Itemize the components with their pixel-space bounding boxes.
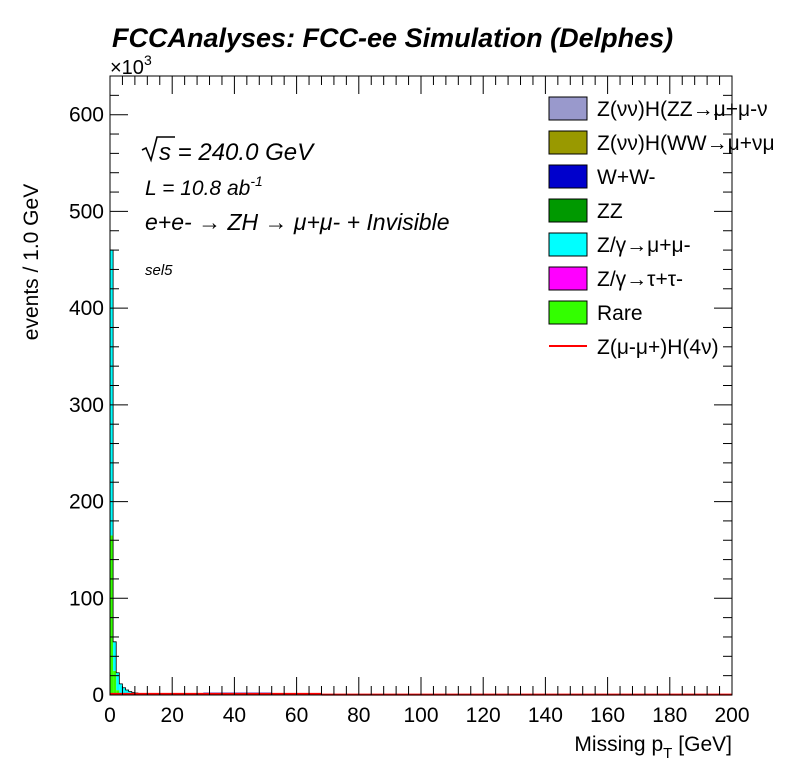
x-tick-label: 20 bbox=[161, 704, 184, 727]
x-tick-label: 160 bbox=[590, 704, 625, 727]
legend-entry: Z(νν)H(ZZ→μ+μ-ν bbox=[548, 96, 768, 121]
x-tick-label: 120 bbox=[466, 704, 501, 727]
y-tick-label: 500 bbox=[69, 200, 104, 223]
legend-entry: Z/γ→μ+μ- bbox=[548, 232, 691, 257]
chart-title: FCCAnalyses: FCC-ee Simulation (Delphes) bbox=[112, 23, 673, 53]
legend-swatch bbox=[548, 130, 588, 155]
luminosity-annotation: L = 10.8 ab-1 bbox=[145, 173, 263, 200]
legend-label: Z/γ→μ+μ- bbox=[597, 234, 691, 257]
legend-entry: Z(μ-μ+)H(4ν) bbox=[549, 336, 719, 359]
tick-labels: 0 20 40 60 80 100 120 140 160 180 200 0 100 200 300 400… bbox=[69, 104, 750, 727]
axes bbox=[109, 75, 733, 696]
legend-label: Z(νν)H(ZZ→μ+μ-ν bbox=[597, 98, 768, 121]
legend-swatch bbox=[548, 232, 588, 257]
legend-entry: Z/γ→τ+τ- bbox=[548, 266, 683, 291]
legend-label: Rare bbox=[597, 302, 643, 325]
sqrt-s-annotation: s = 240.0 GeV bbox=[141, 136, 315, 166]
legend-label: ZZ bbox=[597, 200, 623, 223]
annotation-block: s = 240.0 GeV L = 10.8 ab-1 e+e- → ZH → … bbox=[141, 136, 450, 279]
x-tick-label: 0 bbox=[104, 704, 116, 727]
bar-Rare bbox=[116, 690, 120, 695]
x-tick-label: 180 bbox=[652, 704, 687, 727]
sqrt-symbol bbox=[141, 136, 175, 163]
bar-Z/γ→μ+μ- bbox=[119, 683, 123, 694]
x-axis-label: Missing pT [GeV] bbox=[574, 733, 732, 762]
process-annotation: e+e- → ZH → μ+μ- + Invisible bbox=[145, 209, 450, 235]
legend-label: Z/γ→τ+τ- bbox=[597, 268, 683, 291]
y-axis-label: events / 1.0 GeV bbox=[20, 184, 43, 340]
y-tick-label: 0 bbox=[92, 684, 104, 707]
legend-entry: W+W- bbox=[548, 164, 656, 189]
legend: Z(νν)H(ZZ→μ+μ-ν Z(νν)H(WW→μ+νμ W+W- ZZ Z/γ→μ… bbox=[548, 96, 775, 359]
bar-Z/γ→μ+μ- bbox=[122, 687, 126, 695]
bar-Rare bbox=[110, 535, 114, 695]
svg-text:s = 240.0 GeV: s = 240.0 GeV bbox=[159, 139, 315, 166]
selection-annotation: sel5 bbox=[145, 262, 173, 279]
legend-label: Z(νν)H(WW→μ+νμ bbox=[597, 132, 775, 155]
y-tick-label: 400 bbox=[69, 297, 104, 320]
y-tick-label: 300 bbox=[69, 394, 104, 417]
bar-Z/γ→μ+μ- bbox=[110, 250, 114, 536]
bar-Z/γ→μ+μ- bbox=[116, 672, 120, 691]
y-tick-label: 200 bbox=[69, 491, 104, 514]
x-tick-label: 100 bbox=[403, 704, 438, 727]
bar-Z/γ→μ+μ- bbox=[125, 689, 129, 695]
y-tick-label: 100 bbox=[69, 587, 104, 610]
legend-entry: Rare bbox=[548, 300, 643, 325]
legend-swatch bbox=[548, 300, 588, 325]
legend-swatch bbox=[548, 164, 588, 189]
x-tick-label: 40 bbox=[223, 704, 246, 727]
legend-label: Z(μ-μ+)H(4ν) bbox=[597, 336, 719, 359]
legend-swatch bbox=[548, 198, 588, 223]
y-tick-label: 600 bbox=[69, 104, 104, 127]
x-tick-label: 140 bbox=[528, 704, 563, 727]
legend-swatch bbox=[548, 96, 588, 121]
x-tick-label: 60 bbox=[285, 704, 308, 727]
stack-outline bbox=[109, 249, 151, 696]
legend-swatch bbox=[548, 266, 588, 291]
x-tick-label: 200 bbox=[714, 704, 749, 727]
legend-entry: Z(νν)H(WW→μ+νμ bbox=[548, 130, 775, 155]
legend-label: W+W- bbox=[597, 166, 656, 189]
x-tick-label: 80 bbox=[347, 704, 370, 727]
legend-entry: ZZ bbox=[548, 198, 623, 223]
y-multiplier: ×103 bbox=[110, 52, 152, 79]
bar-Rare bbox=[113, 670, 117, 695]
